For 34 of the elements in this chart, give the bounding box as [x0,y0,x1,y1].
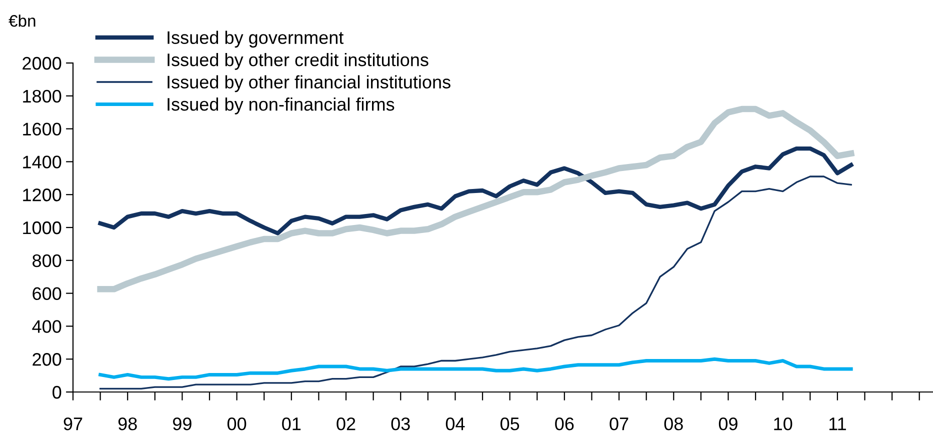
y-tick-label: 600 [32,287,62,300]
y-tick-label: 1600 [23,122,62,136]
y-tick-label: 1400 [23,156,62,168]
y-tick-label: 800 [32,254,62,268]
x-tick-label: 08 [664,417,683,430]
x-tick-label: 07 [610,417,628,430]
x-tick-label: 04 [446,417,465,430]
x-tick-label: 05 [500,417,520,430]
line-series [98,357,853,381]
x-tick-label: 01 [282,417,301,430]
y-tick-label: 200 [32,353,62,366]
y-tick-label: 1000 [23,221,62,234]
x-tick-label: 98 [118,417,137,430]
x-tick-label: 10 [774,417,792,430]
y-tick-label: 1800 [23,90,62,103]
x-tick-label: 02 [336,417,356,430]
x-tick-label: 09 [718,417,738,430]
line-series [99,176,852,390]
x-tick-label: 00 [227,417,246,430]
legend-label: Issued by government [168,30,344,48]
y-tick-label: 1200 [23,188,62,202]
legend-label: Issued by other financial institutions [168,75,450,92]
x-tick-label: 97 [64,417,82,430]
y-tick-label: 400 [32,320,62,333]
y-axis-title: €bn [8,14,36,27]
y-tick-label: 2000 [22,56,62,70]
x-tick-label: 03 [391,417,410,430]
legend-label: Issued by other credit institutions [168,52,428,70]
x-tick-label: 99 [173,417,192,430]
x-tick-label: 11 [829,418,846,430]
line-series [98,146,854,236]
x-tick-label: 06 [555,417,574,430]
y-tick-label: 0 [52,386,62,399]
legend-label: Issued by non-financial firms [168,97,394,114]
